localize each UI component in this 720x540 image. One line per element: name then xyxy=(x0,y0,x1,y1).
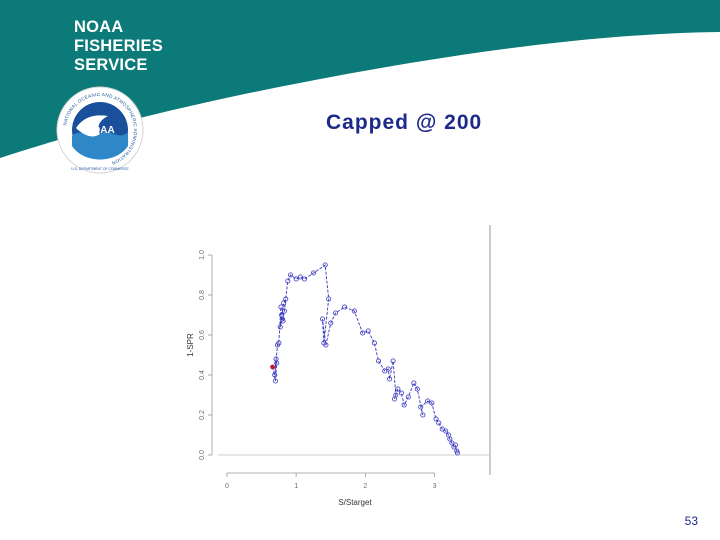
data-point xyxy=(454,450,460,456)
y-tick-label: 1.0 xyxy=(199,250,206,260)
x-tick-label: 1 xyxy=(294,483,298,490)
data-point xyxy=(418,404,424,410)
data-point xyxy=(401,402,407,408)
data-point xyxy=(385,366,391,372)
data-point xyxy=(395,386,401,392)
x-tick-label: 0 xyxy=(225,483,229,490)
x-axis-label: S/Starget xyxy=(338,498,372,507)
data-point xyxy=(420,412,426,418)
data-point xyxy=(365,328,371,334)
data-point xyxy=(351,308,357,314)
y-tick-label: 0.0 xyxy=(199,450,206,460)
brand-line-3: SERVICE xyxy=(74,56,148,74)
data-point xyxy=(333,310,339,316)
data-point xyxy=(360,330,366,336)
data-point xyxy=(278,304,284,310)
data-point xyxy=(322,262,328,268)
data-point xyxy=(285,278,291,284)
data-point xyxy=(414,386,420,392)
data-point xyxy=(387,376,393,382)
data-point xyxy=(371,340,377,346)
data-point xyxy=(436,420,442,426)
highlighted-data-point xyxy=(270,364,276,370)
data-point xyxy=(452,442,458,448)
brand-line-2: FISHERIES xyxy=(74,37,163,55)
data-point xyxy=(447,436,453,442)
header-banner xyxy=(0,0,720,158)
data-point xyxy=(280,318,286,324)
data-point xyxy=(281,308,287,314)
logo-center-text: NOAA xyxy=(85,125,114,136)
data-point xyxy=(443,428,449,434)
data-point xyxy=(310,270,316,276)
data-point xyxy=(405,394,411,400)
line-chart: 0.0 0.2 0.4 0.6 0.8 1.0 1-SPR 0 1 2 3 S/Starget xyxy=(186,225,491,507)
data-point xyxy=(277,324,283,330)
noaa-fisheries-wordmark: NOAA FISHERIES SERVICE xyxy=(74,18,163,75)
page-number: 53 xyxy=(684,514,698,528)
y-tick-label: 0.8 xyxy=(199,290,206,300)
data-point xyxy=(328,320,334,326)
data-point xyxy=(297,274,303,280)
logo-bottom-text: U.S. DEPARTMENT OF COMMERCE xyxy=(71,167,129,171)
data-point xyxy=(411,380,417,386)
brand-line-1: NOAA xyxy=(74,18,124,36)
data-point xyxy=(390,358,396,364)
data-point xyxy=(342,304,348,310)
y-axis-label: 1-SPR xyxy=(186,333,195,357)
y-tick-label: 0.6 xyxy=(199,330,206,340)
noaa-logo-icon: NOAA NATIONAL OCEANIC AND ATMOSPHERIC AD… xyxy=(56,86,144,174)
data-point xyxy=(293,276,299,282)
y-tick-label: 0.2 xyxy=(199,410,206,420)
data-point xyxy=(288,272,294,278)
data-point xyxy=(281,300,287,306)
data-point xyxy=(425,398,431,404)
data-point xyxy=(319,316,325,322)
series-line xyxy=(272,264,458,454)
data-point xyxy=(272,378,278,384)
data-point xyxy=(326,296,332,302)
data-point xyxy=(272,372,278,378)
slide-title: Capped @ 200 xyxy=(326,111,483,134)
x-tick-label: 3 xyxy=(433,483,437,490)
data-point xyxy=(276,340,282,346)
data-point xyxy=(391,396,397,402)
data-point xyxy=(273,356,279,362)
data-point xyxy=(376,358,382,364)
data-point xyxy=(283,296,289,302)
data-point xyxy=(398,390,404,396)
header-teal-wave xyxy=(0,0,720,158)
data-point xyxy=(279,312,285,318)
data-point xyxy=(429,400,435,406)
data-point xyxy=(301,276,307,282)
x-tick-label: 2 xyxy=(363,483,367,490)
data-point xyxy=(323,342,329,348)
y-tick-label: 0.4 xyxy=(199,370,206,380)
data-point xyxy=(433,416,439,422)
